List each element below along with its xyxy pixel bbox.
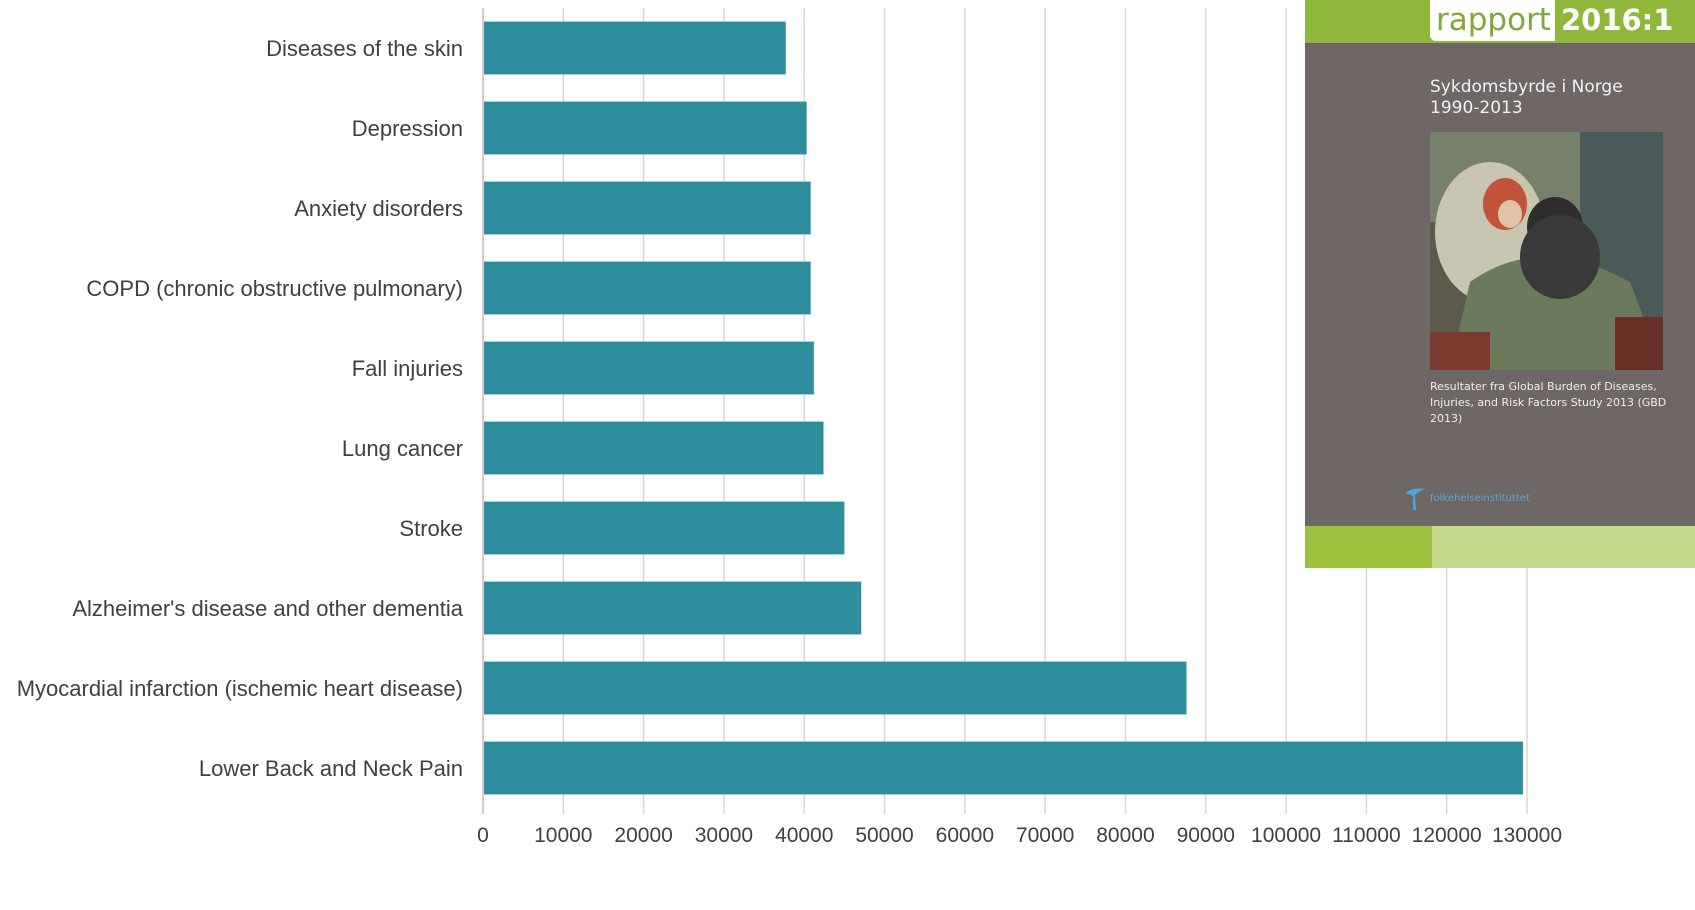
x-tick-label: 100000 (1251, 824, 1321, 847)
x-tick-label: 30000 (695, 824, 753, 847)
category-label: Alzheimer's disease and other dementia (72, 596, 463, 621)
x-tick-label: 120000 (1412, 824, 1482, 847)
x-tick-label: 110000 (1332, 824, 1401, 847)
bar (484, 662, 1186, 715)
cover-body: Sykdomsbyrde i Norge 1990-2013 Resultate… (1305, 43, 1695, 526)
bar (484, 102, 807, 155)
bar (484, 22, 786, 75)
category-label: Depression (352, 116, 463, 141)
bar (484, 502, 844, 555)
bird-logo-icon (1403, 485, 1427, 511)
bar (484, 422, 824, 475)
cover-subtitle: Resultater fra Global Burden of Diseases… (1430, 379, 1680, 427)
category-label: Lower Back and Neck Pain (199, 756, 463, 781)
cover-publisher-label: folkehelseinstituttet (1430, 493, 1530, 504)
x-tick-label: 20000 (614, 824, 672, 847)
x-tick-label: 10000 (534, 824, 592, 847)
category-label: Anxiety disorders (294, 196, 463, 221)
x-tick-labels: 0 10000 20000 30000 40000 50000 60000 70000 8000… (477, 824, 1562, 847)
category-label: Diseases of the skin (266, 36, 463, 61)
x-tick-label: 50000 (855, 824, 913, 847)
bar (484, 342, 814, 395)
report-cover-image: rapport 2016:1 Sykdomsbyrde i Norge 1990… (1305, 0, 1695, 568)
cover-brand-right: 2016:1 (1555, 0, 1680, 41)
x-tick-label: 80000 (1096, 824, 1154, 847)
x-tick-label: 70000 (1016, 824, 1074, 847)
category-label: Myocardial infarction (ischemic heart di… (17, 676, 463, 701)
cover-brand-left: rapport (1430, 0, 1555, 41)
cover-bottom-band-accent (1305, 526, 1432, 568)
category-label: Lung cancer (342, 436, 463, 461)
x-tick-label: 0 (477, 824, 489, 847)
bar (484, 262, 811, 315)
bar (484, 742, 1523, 795)
bar (484, 182, 811, 235)
x-tick-label: 60000 (936, 824, 994, 847)
x-tick-label: 130000 (1492, 824, 1562, 847)
category-label: COPD (chronic obstructive pulmonary) (86, 276, 463, 301)
cover-title-line2: 1990-2013 (1430, 98, 1623, 119)
cover-title-line1: Sykdomsbyrde i Norge (1430, 77, 1623, 98)
cover-painting (1430, 132, 1663, 370)
cover-publisher: folkehelseinstituttet (1403, 485, 1530, 511)
x-tick-label: 90000 (1177, 824, 1235, 847)
cover-brand: rapport 2016:1 (1430, 0, 1679, 41)
category-label: Stroke (399, 516, 463, 541)
cover-bottom-band (1305, 526, 1695, 568)
category-labels: Diseases of the skin Depression Anxiety di… (17, 36, 464, 781)
bar (484, 582, 861, 635)
x-tick-label: 40000 (775, 824, 833, 847)
category-label: Fall injuries (352, 356, 463, 381)
cover-title: Sykdomsbyrde i Norge 1990-2013 (1430, 77, 1623, 119)
